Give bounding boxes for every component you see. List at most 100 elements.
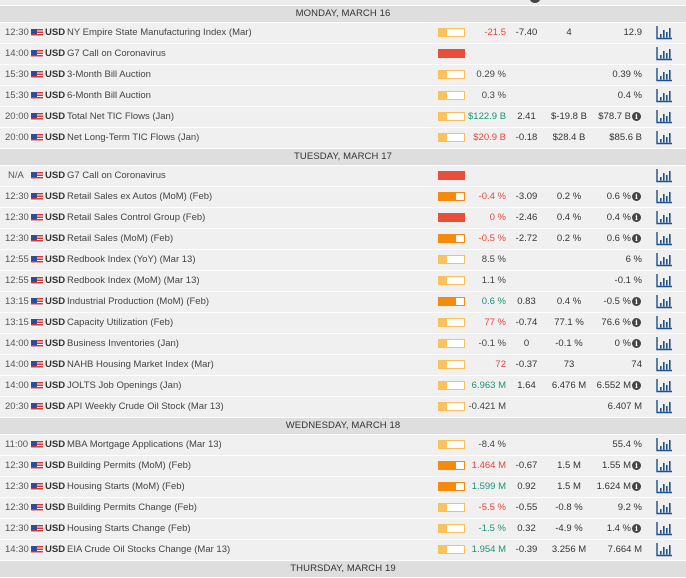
event-name[interactable]: Housing Starts (MoM) (Feb) — [67, 481, 185, 492]
event-time: 20:30 — [5, 401, 29, 412]
event-name[interactable]: NY Empire State Manufacturing Index (Mar… — [67, 27, 252, 38]
event-row[interactable]: 14:00 USD JOLTS Job Openings (Jan) 6.963… — [0, 376, 686, 397]
event-row[interactable]: 12:30 USD Retail Sales (MoM) (Feb) -0.5 … — [0, 229, 686, 250]
event-row[interactable]: 20:00 USD Total Net TIC Flows (Jan) $122… — [0, 107, 686, 128]
event-name[interactable]: MBA Mortgage Applications (Mar 13) — [67, 439, 222, 450]
event-name[interactable]: Housing Starts Change (Feb) — [67, 523, 191, 534]
bar-chart-icon[interactable] — [656, 273, 673, 288]
bar-chart-icon[interactable] — [656, 67, 673, 82]
event-name[interactable]: Retail Sales Control Group (Feb) — [67, 212, 206, 223]
bar-chart-icon[interactable] — [656, 437, 673, 452]
event-name[interactable]: 6-Month Bill Auction — [67, 90, 151, 101]
event-row[interactable]: 12:30 USD NY Empire State Manufacturing … — [0, 23, 686, 44]
event-name[interactable]: Industrial Production (MoM) (Feb) — [67, 296, 210, 307]
bar-chart-icon[interactable] — [656, 189, 673, 204]
event-name[interactable]: EIA Crude Oil Stocks Change (Mar 13) — [67, 544, 231, 555]
bar-chart-icon[interactable] — [656, 210, 673, 225]
event-name[interactable]: G7 Call on Coronavirus — [67, 48, 166, 59]
event-row[interactable]: 12:30 USD Housing Starts (MoM) (Feb) 1.5… — [0, 477, 686, 498]
info-icon[interactable]: i — [632, 339, 641, 348]
event-row[interactable]: 14:30 USD EIA Crude Oil Stocks Change (M… — [0, 540, 686, 561]
bar-chart-icon[interactable] — [656, 130, 673, 145]
event-currency: USD — [45, 296, 66, 307]
event-name[interactable]: API Weekly Crude Oil Stock (Mar 13) — [67, 401, 224, 412]
info-icon[interactable]: i — [632, 482, 641, 491]
event-row[interactable]: 12:55 USD Redbook Index (MoM) (Mar 13) 1… — [0, 271, 686, 292]
event-currency: USD — [45, 111, 66, 122]
bar-chart-icon[interactable] — [656, 378, 673, 393]
event-row[interactable]: 12:55 USD Redbook Index (YoY) (Mar 13) 8… — [0, 250, 686, 271]
event-row[interactable]: 12:30 USD Building Permits (MoM) (Feb) 1… — [0, 456, 686, 477]
info-icon[interactable]: i — [632, 234, 641, 243]
info-icon[interactable]: i — [632, 192, 641, 201]
bar-chart-icon[interactable] — [656, 46, 673, 61]
bar-chart-icon[interactable] — [656, 500, 673, 515]
event-name[interactable]: NAHB Housing Market Index (Mar) — [67, 359, 214, 370]
bar-chart-icon[interactable] — [656, 542, 673, 557]
event-name[interactable]: Capacity Utilization (Feb) — [67, 317, 174, 328]
event-name[interactable]: Net Long-Term TIC Flows (Jan) — [67, 132, 200, 143]
event-currency: USD — [45, 275, 66, 286]
bar-chart-icon[interactable] — [656, 357, 673, 372]
info-icon[interactable]: i — [632, 318, 641, 327]
event-row[interactable]: 20:00 USD Net Long-Term TIC Flows (Jan) … — [0, 128, 686, 149]
us-flag-icon — [31, 214, 43, 222]
event-deviation: -0.67 — [515, 460, 538, 471]
event-time: 12:30 — [5, 212, 29, 223]
info-icon[interactable]: i — [632, 213, 641, 222]
event-deviation: -0.55 — [515, 502, 538, 513]
event-name[interactable]: Building Permits Change (Feb) — [67, 502, 197, 513]
info-icon[interactable]: i — [632, 381, 641, 390]
bar-chart-icon[interactable] — [656, 479, 673, 494]
bar-chart-icon[interactable] — [656, 315, 673, 330]
event-currency: USD — [45, 481, 66, 492]
event-row[interactable]: 12:30 USD Retail Sales Control Group (Fe… — [0, 208, 686, 229]
event-name[interactable]: Building Permits (MoM) (Feb) — [67, 460, 192, 471]
event-row[interactable]: 12:30 USD Building Permits Change (Feb) … — [0, 498, 686, 519]
event-name[interactable]: Redbook Index (YoY) (Mar 13) — [67, 254, 196, 265]
event-row[interactable]: 14:00 USD G7 Call on Coronavirus — [0, 44, 686, 65]
event-name[interactable]: Retail Sales (MoM) (Feb) — [67, 233, 174, 244]
impact-indicator-low — [438, 28, 465, 37]
us-flag-icon — [31, 361, 43, 369]
event-name[interactable]: G7 Call on Coronavirus — [67, 170, 166, 181]
bar-chart-icon[interactable] — [656, 521, 673, 536]
event-name[interactable]: Redbook Index (MoM) (Mar 13) — [67, 275, 200, 286]
top-strip — [0, 0, 686, 6]
event-name[interactable]: 3-Month Bill Auction — [67, 69, 151, 80]
us-flag-icon — [31, 504, 43, 512]
us-flag-icon — [31, 193, 43, 201]
event-row[interactable]: 11:00 USD MBA Mortgage Applications (Mar… — [0, 435, 686, 456]
bar-chart-icon[interactable] — [656, 168, 673, 183]
event-row[interactable]: 13:15 USD Capacity Utilization (Feb) 77 … — [0, 313, 686, 334]
event-row[interactable]: 14:00 USD Business Inventories (Jan) -0.… — [0, 334, 686, 355]
bar-chart-icon[interactable] — [656, 336, 673, 351]
bar-chart-icon[interactable] — [656, 25, 673, 40]
event-row[interactable]: 20:30 USD API Weekly Crude Oil Stock (Ma… — [0, 397, 686, 418]
event-name[interactable]: Total Net TIC Flows (Jan) — [67, 111, 174, 122]
event-name[interactable]: Business Inventories (Jan) — [67, 338, 179, 349]
bar-chart-icon[interactable] — [656, 399, 673, 414]
bar-chart-icon[interactable] — [656, 294, 673, 309]
event-name[interactable]: JOLTS Job Openings (Jan) — [67, 380, 182, 391]
event-row[interactable]: 14:00 USD NAHB Housing Market Index (Mar… — [0, 355, 686, 376]
event-currency: USD — [45, 48, 66, 59]
event-row[interactable]: 12:30 USD Housing Starts Change (Feb) -1… — [0, 519, 686, 540]
bar-chart-icon[interactable] — [656, 88, 673, 103]
event-row[interactable]: 12:30 USD Retail Sales ex Autos (MoM) (F… — [0, 187, 686, 208]
bar-chart-icon[interactable] — [656, 109, 673, 124]
info-icon[interactable]: i — [632, 461, 641, 470]
event-row[interactable]: 15:30 USD 6-Month Bill Auction 0.3 % 0.4… — [0, 86, 686, 107]
event-row[interactable]: N/A USD G7 Call on Coronavirus — [0, 166, 686, 187]
info-icon[interactable]: i — [632, 524, 641, 533]
info-icon[interactable]: i — [632, 112, 641, 121]
bar-chart-icon[interactable] — [656, 458, 673, 473]
event-name[interactable]: Retail Sales ex Autos (MoM) (Feb) — [67, 191, 213, 202]
bar-chart-icon[interactable] — [656, 231, 673, 246]
event-row[interactable]: 13:15 USD Industrial Production (MoM) (F… — [0, 292, 686, 313]
us-flag-icon — [31, 483, 43, 491]
info-icon[interactable]: i — [632, 297, 641, 306]
bar-chart-icon[interactable] — [656, 252, 673, 267]
event-row[interactable]: 15:30 USD 3-Month Bill Auction 0.29 % 0.… — [0, 65, 686, 86]
event-consensus: -4.9 % — [555, 523, 583, 534]
